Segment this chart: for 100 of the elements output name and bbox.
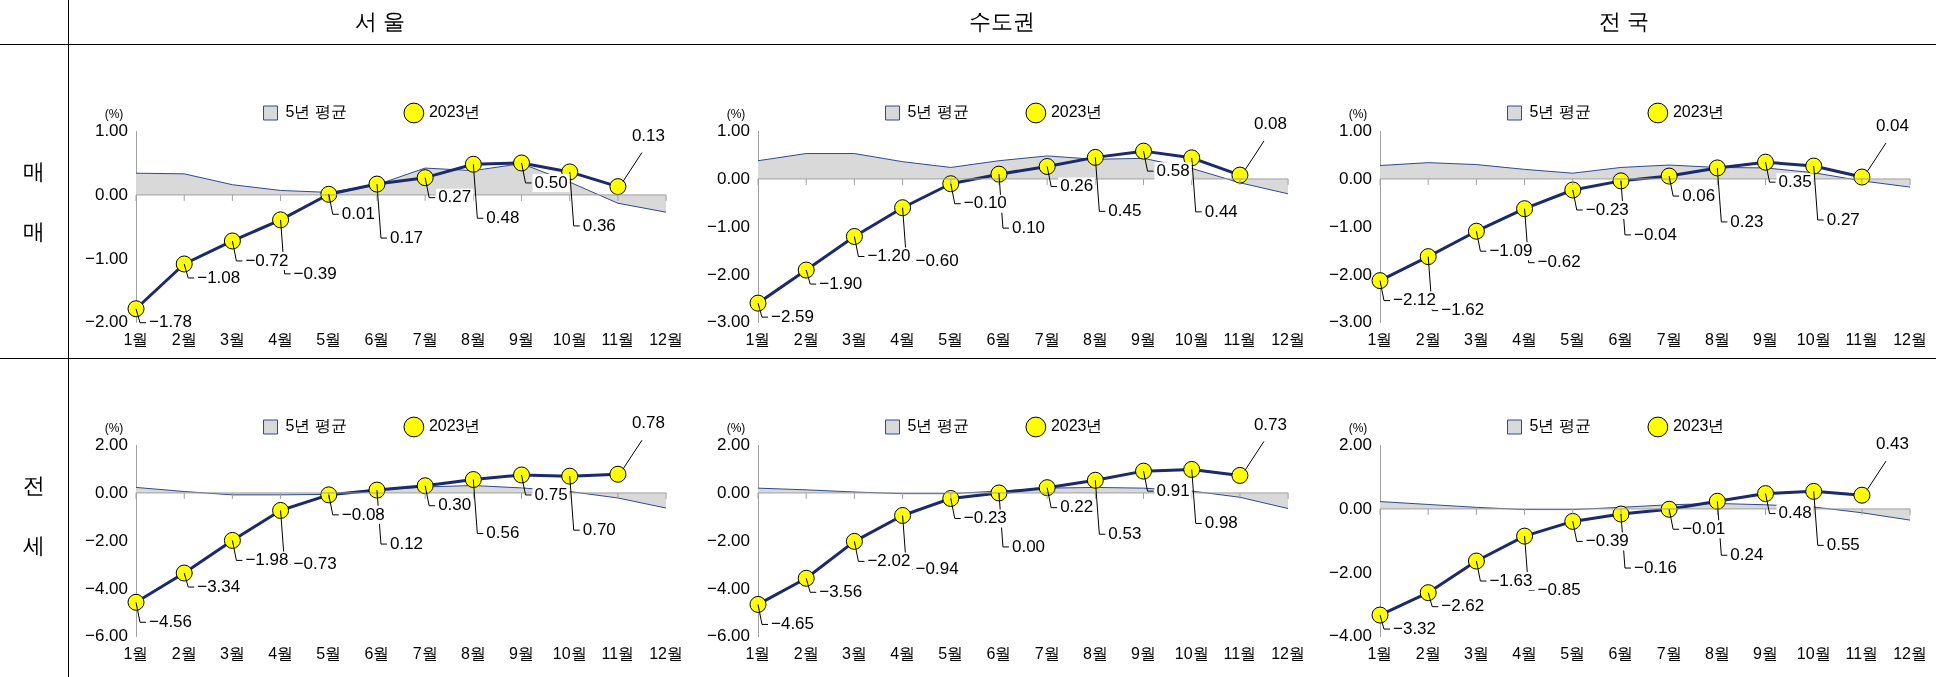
y-tick-label: 1.00 <box>716 120 751 140</box>
x-tick-label: 4월 <box>1512 330 1538 348</box>
data-label: 0.24 <box>1730 544 1764 564</box>
y-tick-label: 0.00 <box>1338 168 1373 188</box>
x-tick-label: 2월 <box>1415 330 1441 348</box>
x-tick-label: 3월 <box>841 330 867 348</box>
x-tick-label: 5월 <box>938 644 964 662</box>
data-label: 0.75 <box>534 484 568 504</box>
y-axis-title: (%) <box>726 421 746 436</box>
text: 전 세 <box>23 472 45 558</box>
y-tick-label: −3.00 <box>707 312 751 332</box>
x-tick-label: 7월 <box>1656 644 1682 662</box>
data-label: 0.01 <box>341 203 375 223</box>
x-tick-label: 9월 <box>509 330 534 348</box>
data-label: 0.13 <box>631 125 666 145</box>
data-label: 0.04 <box>1875 116 1910 136</box>
x-tick-label: 3월 <box>841 644 867 662</box>
x-tick-label: 11월 <box>1845 330 1879 348</box>
legend-label: 2023년 <box>428 417 481 435</box>
y-tick-label: −2.00 <box>85 312 129 332</box>
x-tick-label: 11월 <box>1223 644 1257 662</box>
data-label: −2.02 <box>867 551 911 571</box>
data-label: 0.78 <box>631 413 666 433</box>
y-tick-label: −6.00 <box>707 626 751 646</box>
y-axis-title: (%) <box>1348 421 1368 436</box>
x-tick-label: 1월 <box>745 644 771 662</box>
data-label: −0.62 <box>1537 252 1581 272</box>
x-tick-label: 5월 <box>1560 330 1586 348</box>
data-label: 0.27 <box>1826 209 1860 229</box>
x-tick-label: 6월 <box>986 644 1012 662</box>
x-tick-label: 9월 <box>1131 330 1156 348</box>
data-label: −4.56 <box>149 611 193 631</box>
data-label: −3.32 <box>1393 618 1437 638</box>
x-tick-label: 10월 <box>1174 330 1209 348</box>
legend-label: 2023년 <box>1050 103 1103 121</box>
legend-label: 5년 평균 <box>285 103 347 121</box>
data-label: −1.63 <box>1489 570 1533 590</box>
data-label: 0.17 <box>389 227 424 247</box>
x-tick-label: 9월 <box>1753 644 1778 662</box>
y-tick-label: 1.00 <box>94 120 129 140</box>
x-tick-label: 7월 <box>412 330 438 348</box>
data-label: 0.23 <box>1730 211 1764 231</box>
data-label: −0.72 <box>245 250 289 270</box>
y-tick-label: 2.00 <box>716 434 751 454</box>
x-tick-label: 12월 <box>1271 644 1305 662</box>
y-axis-title: (%) <box>104 421 124 436</box>
legend-label: 2023년 <box>428 103 481 121</box>
data-label: 0.98 <box>1204 513 1238 533</box>
data-label: −0.10 <box>963 193 1007 213</box>
data-label: −4.65 <box>771 614 815 634</box>
x-tick-label: 11월 <box>601 644 635 662</box>
y-tick-label: 0.00 <box>94 184 129 204</box>
x-tick-label: 8월 <box>460 330 486 348</box>
y-tick-label: −6.00 <box>85 626 129 646</box>
x-tick-label: 2월 <box>171 644 197 662</box>
x-tick-label: 5월 <box>1560 644 1586 662</box>
data-label: −2.59 <box>771 306 815 326</box>
data-label: −1.62 <box>1441 300 1485 320</box>
x-tick-label: 9월 <box>1131 644 1156 662</box>
x-tick-label: 6월 <box>364 644 390 662</box>
data-label: −1.90 <box>819 273 863 293</box>
x-tick-label: 1월 <box>1367 644 1393 662</box>
x-tick-label: 5월 <box>316 644 342 662</box>
data-label: 0.91 <box>1156 480 1190 500</box>
data-label: 0.10 <box>1011 217 1046 237</box>
x-tick-label: 12월 <box>1271 330 1305 348</box>
legend-label: 2023년 <box>1672 417 1725 435</box>
x-tick-label: 3월 <box>1463 644 1489 662</box>
x-tick-label: 2월 <box>793 330 819 348</box>
x-tick-label: 5월 <box>938 330 964 348</box>
x-tick-label: 12월 <box>649 330 683 348</box>
y-tick-label: 0.00 <box>716 168 751 188</box>
data-label: 0.44 <box>1204 201 1238 221</box>
x-tick-label: 6월 <box>1608 644 1634 662</box>
data-label: 0.12 <box>389 533 424 553</box>
y-tick-label: 0.00 <box>716 482 751 502</box>
x-tick-label: 8월 <box>460 644 486 662</box>
x-tick-label: 9월 <box>509 644 534 662</box>
y-tick-label: −3.00 <box>1329 312 1373 332</box>
x-tick-label: 4월 <box>268 330 294 348</box>
x-tick-label: 11월 <box>1223 330 1257 348</box>
y-tick-label: −2.00 <box>707 530 751 550</box>
data-label: −2.12 <box>1393 290 1437 310</box>
x-tick-label: 10월 <box>1174 644 1209 662</box>
data-label: −0.85 <box>1537 579 1581 599</box>
data-label: −0.23 <box>963 508 1007 528</box>
x-tick-label: 2월 <box>793 644 819 662</box>
data-label: 0.43 <box>1875 434 1910 454</box>
data-label: 0.45 <box>1108 201 1142 221</box>
data-label: −0.73 <box>293 554 337 574</box>
data-label: 0.53 <box>1108 523 1142 543</box>
chart-title: 서 울 <box>69 0 691 45</box>
x-tick-label: 3월 <box>219 644 245 662</box>
data-label: −2.62 <box>1441 596 1485 616</box>
x-tick-label: 8월 <box>1704 330 1730 348</box>
data-label: 0.56 <box>486 523 520 543</box>
y-tick-label: −2.00 <box>707 264 751 284</box>
y-tick-label: 2.00 <box>94 434 129 454</box>
y-tick-label: −1.00 <box>85 248 129 268</box>
legend-label: 2023년 <box>1672 103 1725 121</box>
